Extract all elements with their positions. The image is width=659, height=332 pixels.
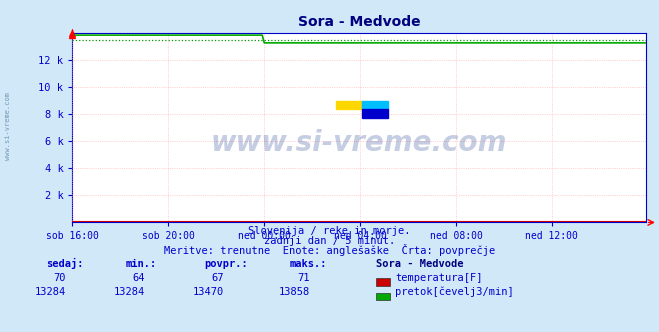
- Text: sedaj:: sedaj:: [46, 258, 84, 269]
- Text: www.si-vreme.com: www.si-vreme.com: [211, 129, 507, 157]
- Text: Meritve: trenutne  Enote: anglešaške  Črta: povprečje: Meritve: trenutne Enote: anglešaške Črta…: [164, 244, 495, 256]
- Text: 64: 64: [132, 273, 145, 283]
- Bar: [362, 109, 387, 118]
- Text: 13470: 13470: [193, 288, 224, 297]
- Text: maks.:: maks.:: [290, 259, 328, 269]
- Bar: [362, 101, 387, 109]
- Bar: [336, 101, 362, 109]
- Text: 13284: 13284: [35, 288, 66, 297]
- Text: Slovenija / reke in morje.: Slovenija / reke in morje.: [248, 226, 411, 236]
- Text: 13284: 13284: [114, 288, 145, 297]
- Text: pretok[čevelj3/min]: pretok[čevelj3/min]: [395, 287, 514, 297]
- Text: povpr.:: povpr.:: [204, 259, 248, 269]
- Text: temperatura[F]: temperatura[F]: [395, 273, 483, 283]
- Text: 71: 71: [297, 273, 310, 283]
- Text: zadnji dan / 5 minut.: zadnji dan / 5 minut.: [264, 236, 395, 246]
- Title: Sora - Medvode: Sora - Medvode: [298, 15, 420, 29]
- Text: 13858: 13858: [279, 288, 310, 297]
- Text: Sora - Medvode: Sora - Medvode: [376, 259, 463, 269]
- Text: 67: 67: [212, 273, 224, 283]
- Text: 70: 70: [53, 273, 66, 283]
- Text: min.:: min.:: [125, 259, 156, 269]
- Text: www.si-vreme.com: www.si-vreme.com: [5, 92, 11, 160]
